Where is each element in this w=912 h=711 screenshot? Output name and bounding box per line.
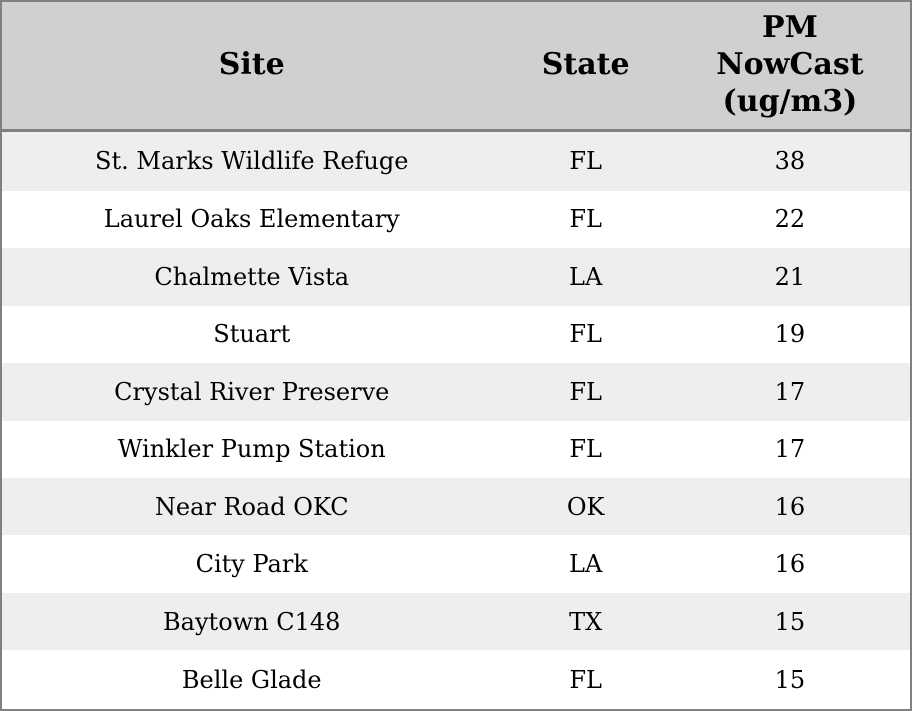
cell-site: Chalmette Vista: [154, 262, 350, 291]
table-row: Laurel Oaks Elementary FL 22: [1, 190, 911, 249]
table-row: Crystal River Preserve FL 17: [1, 363, 911, 421]
cell-site: Belle Glade: [181, 665, 322, 694]
table-row: Belle Glade FL 15: [1, 650, 911, 710]
cell-pm-nowcast: 38: [774, 147, 806, 176]
cell-site: Stuart: [213, 320, 291, 349]
table-row: Stuart FL 19: [1, 305, 911, 364]
cell-state: FL: [569, 205, 602, 234]
cell-pm-nowcast: 16: [774, 492, 806, 521]
cell-pm-nowcast: 22: [774, 205, 806, 234]
cell-pm-nowcast: 21: [774, 262, 806, 291]
cell-state: FL: [569, 377, 602, 406]
cell-site: Crystal River Preserve: [114, 377, 390, 406]
cell-state: FL: [569, 665, 602, 694]
cell-site: Baytown C148: [163, 607, 341, 636]
table-header: Site State PM NowCast (ug/m3): [1, 1, 911, 132]
cell-site: St. Marks Wildlife Refuge: [95, 147, 409, 176]
cell-pm-nowcast: 15: [774, 665, 806, 694]
table-row: Winkler Pump Station FL 17: [1, 420, 911, 478]
cell-state: TX: [569, 607, 603, 636]
table-row: Chalmette Vista LA 21: [1, 248, 911, 306]
table-row: St. Marks Wildlife Refuge FL 38: [1, 130, 911, 191]
table-body: St. Marks Wildlife Refuge FL 38 Laurel O…: [1, 130, 911, 710]
cell-pm-nowcast: 19: [774, 320, 806, 349]
cell-state: FL: [569, 435, 602, 464]
cell-state: FL: [569, 320, 602, 349]
header-pm-nowcast: PM NowCast (ug/m3): [669, 1, 911, 132]
cell-site: Laurel Oaks Elementary: [103, 205, 400, 234]
cell-state: OK: [566, 492, 605, 521]
cell-site: City Park: [195, 550, 308, 579]
table-row: City Park LA 16: [1, 535, 911, 593]
cell-site: Near Road OKC: [154, 492, 349, 521]
cell-pm-nowcast: 15: [774, 607, 806, 636]
cell-site: Winkler Pump Station: [117, 435, 386, 464]
cell-state: LA: [569, 550, 603, 579]
cell-pm-nowcast: 17: [774, 435, 806, 464]
header-state: State: [501, 1, 670, 132]
cell-pm-nowcast: 17: [774, 377, 806, 406]
cell-state: LA: [569, 262, 603, 291]
header-row: Site State PM NowCast (ug/m3): [1, 1, 911, 132]
cell-pm-nowcast: 16: [774, 550, 806, 579]
cell-state: FL: [569, 147, 602, 176]
header-site: Site: [1, 1, 502, 132]
table-row: Near Road OKC OK 16: [1, 477, 911, 536]
table-row: Baytown C148 TX 15: [1, 592, 911, 651]
